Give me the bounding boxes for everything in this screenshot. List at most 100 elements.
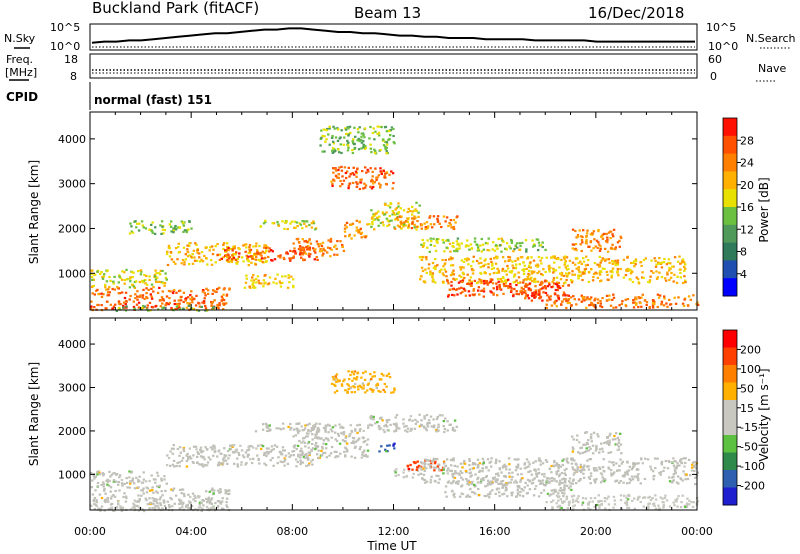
scatter-cell (216, 243, 219, 246)
scatter-cell (191, 253, 194, 256)
scatter-cell (354, 170, 358, 173)
scatter-cell (100, 483, 103, 486)
scatter-cell (508, 270, 512, 273)
scatter-cell (278, 427, 281, 430)
scatter-cell (336, 139, 340, 142)
scatter-cell (550, 489, 553, 492)
scatter-cell (523, 291, 526, 294)
scatter-cell (141, 296, 144, 299)
scatter-cell (563, 294, 567, 297)
scatter-cell (296, 460, 299, 464)
scatter-cell (103, 273, 106, 276)
scatter-cell (364, 144, 367, 148)
scatter-cell (667, 459, 670, 463)
scatter-cell (335, 439, 339, 443)
scatter-cell (578, 479, 582, 482)
scatter-cell (458, 244, 461, 247)
scatter-cell (626, 506, 629, 509)
scatter-cell (532, 494, 536, 497)
scatter-cell (340, 151, 343, 155)
scatter-cell (105, 280, 109, 283)
scatter-cell (599, 247, 602, 250)
scatter-cell (686, 477, 690, 481)
scatter-cell (183, 495, 186, 498)
scatter-cell (527, 297, 531, 300)
scatter-cell (653, 474, 656, 477)
scatter-cell (491, 248, 494, 251)
scatter-cell (452, 273, 456, 276)
scatter-cell (369, 147, 372, 150)
scatter-cell (303, 436, 306, 439)
scatter-cell (671, 481, 674, 484)
scatter-cell (522, 288, 525, 291)
scatter-cell (474, 492, 477, 495)
scatter-cell (170, 498, 173, 501)
scatter-cell (221, 507, 224, 510)
scatter-cell (200, 305, 203, 308)
scatter-cell (307, 429, 310, 432)
scatter-cell (566, 264, 569, 267)
scatter-cell (443, 268, 446, 271)
scatter-cell (190, 290, 193, 293)
scatter-cell (425, 467, 428, 470)
scatter-cell (571, 435, 574, 438)
scatter-cell (541, 287, 544, 290)
scatter-cell (685, 473, 688, 476)
scatter-cell (531, 239, 534, 242)
scatter-cell (186, 248, 189, 251)
scatter-cell (487, 482, 490, 485)
scatter-cell (538, 458, 541, 461)
scatter-cell (210, 489, 213, 492)
scatter-cell (468, 464, 471, 467)
scatter-cell (188, 254, 191, 257)
scatter-cell (500, 483, 504, 486)
scatter-cell (586, 459, 589, 462)
scatter-cell (682, 304, 686, 307)
scatter-cell (300, 450, 304, 453)
scatter-cell (226, 450, 230, 453)
scatter-cell (173, 289, 176, 292)
scatter-cell (332, 378, 335, 381)
scatter-cell (291, 450, 294, 453)
scatter-cell (293, 220, 296, 223)
scatter-cell (610, 269, 614, 272)
scatter-cell (611, 233, 614, 236)
scatter-cell (516, 465, 520, 468)
scatter-cell (219, 490, 222, 493)
scatter-cell (140, 306, 144, 309)
scatter-cell (252, 446, 255, 449)
scatter-cell (364, 391, 367, 394)
scatter-cell (469, 276, 473, 279)
scatter-cell (292, 428, 296, 431)
scatter-cell (555, 276, 559, 279)
scatter-cell (637, 462, 640, 465)
scatter-cell (358, 384, 362, 387)
scatter-cell (130, 271, 134, 274)
scatter-cell (374, 422, 377, 425)
scatter-cell (265, 454, 268, 458)
scatter-cell (389, 202, 392, 205)
scatter-cell (188, 244, 191, 247)
scatter-cell (372, 185, 375, 189)
scatter-cell (513, 248, 516, 251)
scatter-cell (254, 258, 258, 261)
scatter-cell (161, 282, 165, 285)
scatter-cell (355, 219, 358, 222)
scatter-cell (391, 187, 394, 190)
scatter-cell (414, 461, 418, 464)
scatter-cell (411, 419, 414, 422)
scatter-cell (107, 288, 110, 291)
scatter-cell (588, 271, 591, 274)
scatter-cell (662, 504, 665, 507)
scatter-cell (188, 500, 191, 503)
scatter-cell (283, 464, 286, 467)
scatter-cell (358, 126, 361, 129)
scatter-cell (591, 303, 594, 306)
scatter-cell (402, 471, 405, 474)
scatter-cell (647, 496, 650, 499)
scatter-cell (296, 444, 300, 447)
scatter-cell (213, 299, 216, 302)
colorbar-tick-label: -15 (740, 421, 758, 434)
scatter-cell (501, 493, 504, 496)
